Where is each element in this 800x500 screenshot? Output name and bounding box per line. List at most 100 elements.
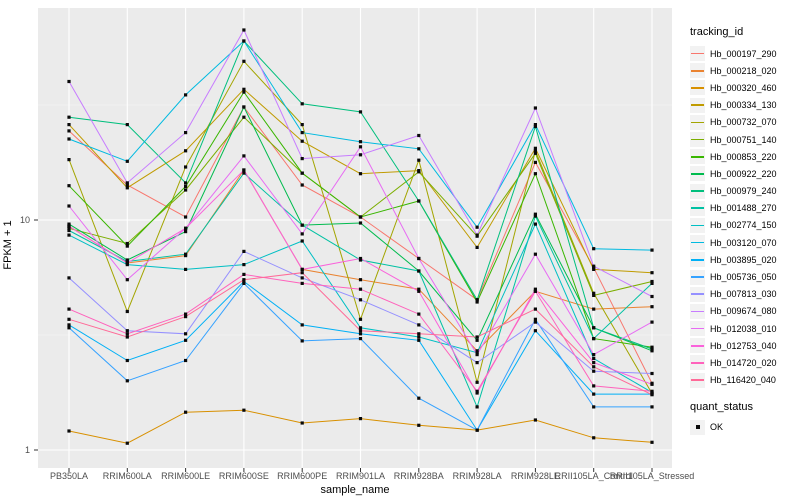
legend-item-Hb_000751_140: Hb_000751_140 <box>690 131 798 148</box>
legend-label: Hb_116420_040 <box>710 375 776 386</box>
data-point <box>533 307 537 311</box>
data-point <box>125 123 129 127</box>
data-point <box>592 356 596 361</box>
legend-items: Hb_000197_290 Hb_000218_020 Hb_000320_460 H… <box>690 45 798 389</box>
data-point <box>475 298 479 302</box>
x-tick-label: RRIM600PE <box>277 471 328 481</box>
data-point <box>184 149 188 153</box>
data-point <box>358 317 363 321</box>
data-point <box>592 337 596 341</box>
data-point <box>533 160 537 164</box>
data-point <box>67 115 71 119</box>
data-point <box>300 276 304 280</box>
legend-key-icon <box>690 149 705 165</box>
legend-item-Hb_012038_010: Hb_012038_010 <box>690 320 798 337</box>
data-point <box>242 272 246 276</box>
legend-item-Hb_014720_020: Hb_014720_020 <box>690 354 798 371</box>
data-point <box>125 241 129 246</box>
data-point <box>533 222 537 226</box>
x-tick-label: RRIM600SE <box>218 471 269 481</box>
data-point <box>417 289 421 293</box>
data-point <box>650 349 654 353</box>
legend-item-Hb_000320_460: Hb_000320_460 <box>690 79 798 96</box>
data-point <box>242 278 246 282</box>
legend-item-Hb_000334_130: Hb_000334_130 <box>690 97 798 114</box>
legend-label: Hb_000218_020 <box>710 65 777 76</box>
x-axis-title: sample_name <box>320 484 390 496</box>
legend-key-icon <box>690 166 705 182</box>
quant-status-title: quant_status <box>690 400 753 413</box>
data-point <box>592 365 596 369</box>
legend-key-icon <box>690 97 705 113</box>
legend-item-Hb_000197_290: Hb_000197_290 <box>690 45 798 62</box>
legend-label: Hb_012038_010 <box>710 323 777 334</box>
data-point <box>242 263 246 267</box>
data-point <box>125 309 129 314</box>
data-point <box>650 393 654 397</box>
data-point <box>650 294 654 299</box>
data-point <box>533 317 537 321</box>
legend-key-icon <box>690 338 705 354</box>
data-point <box>242 59 246 63</box>
legend-label: Hb_002774_150 <box>710 220 777 231</box>
data-point <box>533 289 537 293</box>
data-point <box>125 332 129 336</box>
legend-label: Hb_000197_290 <box>710 48 777 59</box>
legend-label: Hb_000922_220 <box>710 168 777 179</box>
data-point <box>125 379 129 383</box>
x-tick-label: RRII105LA_Control <box>554 471 633 481</box>
legend-item-Hb_000922_220: Hb_000922_220 <box>690 165 798 182</box>
legend-label: Hb_012753_040 <box>710 340 777 351</box>
data-point <box>184 252 188 256</box>
data-point <box>242 90 246 94</box>
legend-key-icon <box>690 217 705 233</box>
data-point <box>650 371 654 376</box>
data-point <box>533 172 537 176</box>
data-point <box>475 233 479 237</box>
data-point <box>67 226 71 230</box>
legend-item-quant-ok: OK <box>690 419 798 436</box>
data-point <box>650 279 654 284</box>
data-point <box>184 315 188 319</box>
legend-item-Hb_000979_240: Hb_000979_240 <box>690 183 798 200</box>
data-point <box>67 224 71 228</box>
data-point <box>184 184 188 188</box>
data-point <box>592 369 596 373</box>
legend-label: Hb_003895_020 <box>710 254 777 265</box>
data-point <box>475 361 479 365</box>
data-point <box>592 247 596 251</box>
data-point <box>417 133 421 138</box>
data-point <box>67 276 71 280</box>
data-point <box>184 181 188 185</box>
data-point <box>125 183 129 187</box>
data-point <box>650 281 654 285</box>
legend-key-icon <box>690 269 705 285</box>
legend-label: Hb_007813_030 <box>710 289 777 300</box>
data-point <box>184 226 188 230</box>
data-point <box>242 105 246 109</box>
data-point <box>592 264 596 268</box>
data-point <box>417 338 421 342</box>
data-point <box>67 184 71 188</box>
data-point <box>125 335 129 339</box>
legend-item-Hb_000218_020: Hb_000218_020 <box>690 62 798 79</box>
data-point <box>67 326 71 330</box>
data-point <box>358 256 363 261</box>
data-point <box>300 171 304 175</box>
legend-item-Hb_009674_080: Hb_009674_080 <box>690 303 798 320</box>
data-point <box>67 317 71 321</box>
data-point <box>300 139 304 143</box>
legend-key-icon <box>690 132 705 148</box>
legend-item-Hb_003120_070: Hb_003120_070 <box>690 234 798 251</box>
data-point <box>533 252 537 256</box>
x-tick-label: RRIM600LE <box>161 471 211 481</box>
legend-key-icon <box>690 252 705 268</box>
data-point <box>475 380 479 384</box>
data-point <box>475 335 479 339</box>
data-point <box>650 345 654 349</box>
legend-key-icon <box>690 200 705 216</box>
data-point <box>242 154 246 158</box>
quant-ok-key <box>690 419 705 435</box>
